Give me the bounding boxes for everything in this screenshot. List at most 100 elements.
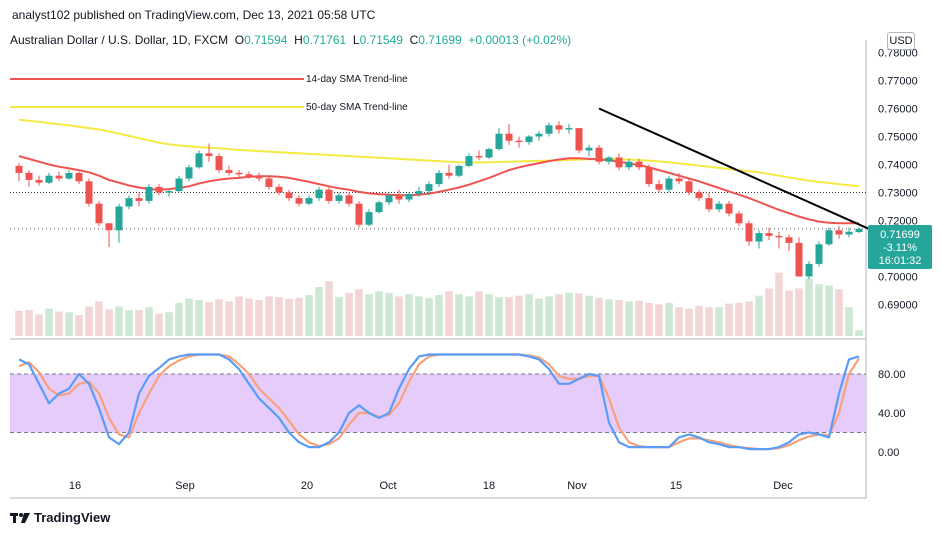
candle-body — [835, 230, 843, 235]
volume-bar — [775, 272, 783, 336]
candle-body — [435, 172, 443, 185]
price-tick-label: 0.77000 — [878, 76, 918, 88]
volume-bar — [475, 291, 483, 336]
volume-bar — [185, 298, 193, 336]
candle-body — [725, 203, 733, 214]
volume-bar — [385, 292, 393, 336]
candle-body — [65, 172, 73, 179]
volume-bar — [705, 307, 713, 336]
candle-body — [565, 128, 573, 130]
volume-bar — [65, 312, 73, 336]
candle-body — [105, 223, 113, 231]
sma-legend: 14-day SMA Trend-line 50-day SMA Trend-li… — [10, 74, 408, 113]
candle — [45, 172, 53, 185]
candle — [345, 192, 353, 207]
volume-bar — [485, 294, 493, 336]
candle-body — [125, 198, 133, 207]
candle — [695, 189, 703, 201]
candle-body — [645, 167, 653, 185]
volume-bar — [835, 289, 843, 336]
volume-bar — [85, 306, 93, 336]
candle-body — [35, 179, 43, 183]
volume-bar — [105, 309, 113, 336]
candle — [415, 186, 423, 197]
volume-bar — [665, 302, 673, 336]
volume-bar — [435, 294, 443, 336]
price-tick-label: 0.70000 — [878, 272, 918, 284]
tradingview-logo[interactable]: TradingView — [10, 510, 110, 525]
volume-bar — [315, 287, 323, 336]
stochastic-panel: 80.00 40.00 0.00 — [10, 353, 906, 459]
candle — [155, 184, 163, 196]
candle-body — [215, 156, 223, 171]
price-tag-change: -3.11% — [883, 242, 917, 254]
trendline-path[interactable] — [598, 107, 870, 230]
last-price-tag: 0.71699-3.11%16:01:32 — [868, 225, 932, 269]
symbol-name[interactable]: Australian Dollar / U.S. Dollar, 1D, FXC… — [10, 33, 229, 47]
volume-bar — [575, 293, 583, 336]
volume-bar — [615, 300, 623, 336]
price-tick-label: 0.72000 — [878, 216, 918, 228]
candle — [445, 164, 453, 179]
candle-body — [795, 242, 803, 277]
volume-bar — [655, 304, 663, 336]
volume-bar — [515, 295, 523, 336]
candle — [555, 121, 563, 134]
volume-bar — [345, 292, 353, 336]
volume-bar — [535, 298, 543, 336]
candle — [615, 153, 623, 171]
volume-bar — [365, 294, 373, 336]
candle — [685, 178, 693, 196]
trendline — [598, 107, 870, 230]
candle-body — [475, 156, 483, 158]
candle-body — [615, 157, 623, 168]
candle-body — [855, 228, 863, 232]
volume-bar — [755, 295, 763, 336]
price-tag-countdown: 16:01:32 — [879, 255, 922, 267]
candle-body — [305, 198, 313, 204]
candle-body — [505, 133, 513, 141]
candle — [575, 128, 583, 154]
candle-body — [545, 125, 553, 134]
stoch-tick-label: 80.00 — [878, 369, 906, 381]
currency-button[interactable]: USD — [887, 32, 915, 50]
volume-bar — [695, 305, 703, 336]
candle-body — [685, 181, 693, 193]
volume-bar — [805, 278, 813, 336]
volume-bar — [735, 302, 743, 336]
candle — [265, 175, 273, 190]
volume-bar — [635, 300, 643, 336]
candle-body — [745, 223, 753, 242]
candle-body — [535, 133, 543, 137]
candle-body — [355, 203, 363, 225]
candle — [705, 192, 713, 213]
candle — [605, 156, 613, 165]
candle-body — [385, 195, 393, 203]
volume-bar — [585, 295, 593, 336]
candle — [815, 241, 823, 267]
volume-bar — [645, 302, 653, 336]
candle — [435, 170, 443, 187]
volume-bar — [215, 299, 223, 336]
volume-bar — [45, 308, 53, 336]
high-label: H — [294, 33, 303, 47]
candle — [385, 192, 393, 206]
candle-body — [425, 184, 433, 192]
candle-body — [805, 263, 813, 277]
candle-body — [85, 181, 93, 204]
candle — [465, 153, 473, 168]
candle-body — [395, 195, 403, 200]
candle — [355, 200, 363, 228]
candle-body — [845, 231, 853, 235]
candle — [425, 181, 433, 196]
time-tick-label: Oct — [379, 480, 396, 492]
volume-bar — [465, 296, 473, 336]
candle — [655, 179, 663, 193]
time-tick-label: 18 — [483, 480, 495, 492]
candle — [305, 195, 313, 206]
candle-body — [265, 178, 273, 187]
candle — [295, 195, 303, 207]
candle — [225, 165, 233, 176]
candle-body — [55, 175, 63, 179]
